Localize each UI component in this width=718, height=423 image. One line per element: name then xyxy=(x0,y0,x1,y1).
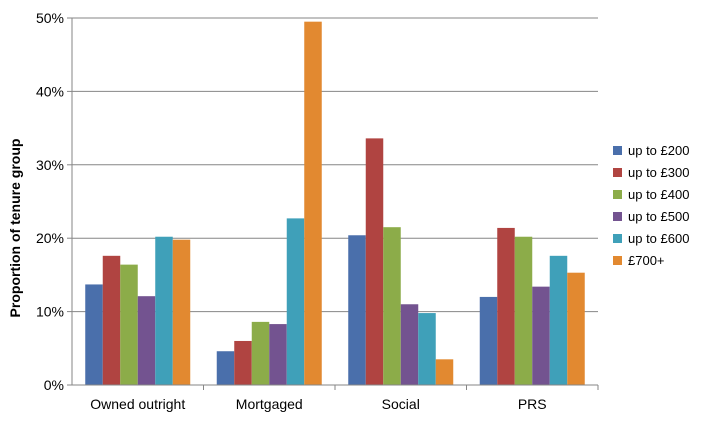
bar xyxy=(102,255,121,385)
legend-label: up to £600 xyxy=(628,230,690,246)
y-axis-label: Proportion of tenure group xyxy=(7,139,23,318)
bar xyxy=(172,239,191,385)
x-tick-label: Mortgaged xyxy=(236,396,303,412)
bar xyxy=(251,321,270,385)
legend-item: up to £300 xyxy=(613,162,689,182)
y-tick-label: 50% xyxy=(36,10,64,26)
legend-label: £700+ xyxy=(628,252,665,268)
bar xyxy=(479,296,498,385)
bar xyxy=(365,138,384,385)
bar xyxy=(383,227,401,385)
bar xyxy=(234,340,252,385)
bar xyxy=(348,235,366,385)
x-tick-label: Social xyxy=(382,396,420,412)
bar xyxy=(514,236,533,385)
y-tick-label: 30% xyxy=(36,157,64,173)
bar xyxy=(85,284,103,385)
legend-swatch xyxy=(613,233,622,243)
y-tick-label: 20% xyxy=(36,230,64,246)
legend-label: up to £300 xyxy=(628,164,690,180)
legend-label: up to £500 xyxy=(628,208,690,224)
x-tick-label: PRS xyxy=(518,396,547,412)
legend-swatch xyxy=(613,167,622,177)
y-tick-label: 10% xyxy=(36,304,64,320)
bar xyxy=(400,304,419,385)
bar xyxy=(418,313,436,385)
bar xyxy=(269,324,287,385)
legend-swatch xyxy=(613,189,622,199)
legend-swatch xyxy=(613,255,622,265)
legend-item: up to £200 xyxy=(613,140,689,160)
bars xyxy=(85,21,585,385)
y-tick-label: 0% xyxy=(44,377,64,393)
legend-item: up to £400 xyxy=(613,184,689,204)
bar xyxy=(304,21,322,385)
legend-label: up to £200 xyxy=(628,142,690,158)
bar xyxy=(155,236,173,385)
axes: 0% 10% 20% 30% 40% 50% Owned outright Mortgaged… xyxy=(36,10,599,412)
legend-item: up to £500 xyxy=(613,206,689,226)
bar xyxy=(567,272,585,385)
legend: up to £200 up to £300 up to £400 up to £500… xyxy=(613,140,689,272)
bar xyxy=(532,286,550,385)
bar xyxy=(497,227,515,385)
legend-swatch xyxy=(613,145,622,155)
bar xyxy=(435,359,454,385)
bar xyxy=(137,296,156,385)
legend-swatch xyxy=(613,211,622,221)
x-tick-label: Owned outright xyxy=(90,396,185,412)
y-tick-label: 40% xyxy=(36,83,64,99)
bar xyxy=(216,351,235,385)
legend-item: £700+ xyxy=(613,250,689,270)
bar xyxy=(549,255,568,385)
legend-item: up to £600 xyxy=(613,228,689,248)
legend-label: up to £400 xyxy=(628,186,690,202)
bar xyxy=(286,218,305,385)
bar xyxy=(120,264,138,385)
